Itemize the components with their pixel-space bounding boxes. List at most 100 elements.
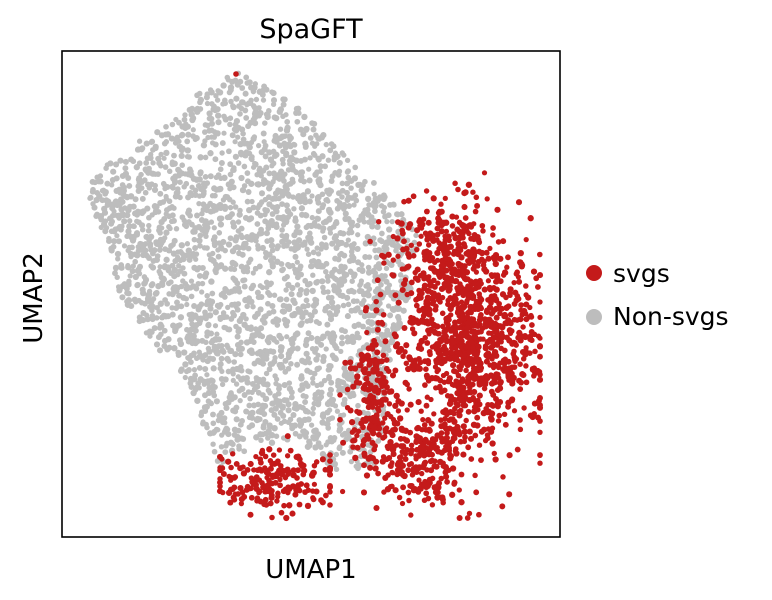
- point-svgs: [462, 276, 469, 283]
- point-svgs: [278, 509, 285, 516]
- point-non-svgs: [374, 286, 381, 292]
- point-non-svgs: [254, 289, 261, 296]
- point-svgs: [535, 284, 541, 290]
- point-svgs: [387, 462, 394, 469]
- point-svgs: [448, 328, 454, 334]
- point-non-svgs: [388, 292, 395, 299]
- point-svgs: [418, 486, 424, 492]
- point-non-svgs: [335, 284, 341, 291]
- point-non-svgs: [218, 175, 224, 182]
- point-non-svgs: [288, 336, 295, 344]
- point-svgs: [460, 223, 467, 230]
- point-non-svgs: [158, 274, 165, 281]
- point-non-svgs: [268, 439, 276, 446]
- point-svgs: [365, 455, 372, 462]
- point-non-svgs: [113, 187, 120, 194]
- point-non-svgs: [232, 204, 239, 210]
- point-svgs: [399, 448, 406, 455]
- point-non-svgs: [276, 296, 283, 303]
- point-non-svgs: [379, 230, 385, 237]
- point-non-svgs: [294, 118, 301, 125]
- point-non-svgs: [156, 224, 163, 231]
- point-non-svgs: [196, 303, 203, 311]
- point-svgs: [476, 401, 483, 408]
- point-svgs: [281, 502, 287, 509]
- point-svgs: [337, 416, 343, 423]
- point-non-svgs: [222, 420, 228, 426]
- point-non-svgs: [304, 246, 310, 252]
- point-non-svgs: [362, 178, 368, 185]
- point-non-svgs: [254, 210, 261, 216]
- point-non-svgs: [283, 127, 290, 133]
- point-non-svgs: [136, 138, 143, 144]
- point-non-svgs: [382, 273, 388, 279]
- point-non-svgs: [196, 200, 202, 207]
- point-svgs: [254, 495, 261, 501]
- point-non-svgs: [242, 107, 249, 114]
- point-non-svgs: [175, 186, 181, 192]
- point-svgs: [440, 241, 447, 247]
- point-non-svgs: [228, 182, 234, 189]
- point-svgs: [365, 345, 372, 352]
- point-non-svgs: [158, 163, 164, 169]
- point-svgs: [408, 461, 415, 467]
- point-non-svgs: [266, 220, 272, 226]
- point-svgs: [226, 473, 232, 480]
- point-svgs: [512, 289, 519, 296]
- point-svgs: [297, 460, 305, 468]
- point-svgs: [342, 359, 349, 366]
- point-svgs: [452, 235, 459, 242]
- point-non-svgs: [310, 375, 316, 382]
- point-non-svgs: [143, 234, 149, 240]
- point-non-svgs: [365, 211, 372, 218]
- point-non-svgs: [265, 435, 271, 441]
- point-svgs: [379, 458, 386, 465]
- point-svgs: [367, 238, 373, 245]
- point-non-svgs: [227, 204, 234, 211]
- point-non-svgs: [358, 300, 366, 307]
- point-svgs: [363, 305, 370, 311]
- point-non-svgs: [264, 381, 271, 388]
- point-svgs: [388, 413, 394, 420]
- point-non-svgs: [271, 411, 278, 418]
- point-svgs: [464, 515, 471, 521]
- point-svgs: [464, 380, 472, 387]
- point-non-svgs: [303, 125, 310, 133]
- point-svgs: [429, 502, 436, 508]
- point-svgs: [473, 269, 479, 275]
- point-svgs: [432, 269, 438, 275]
- point-svgs: [414, 246, 420, 253]
- point-non-svgs: [179, 250, 185, 257]
- point-non-svgs: [309, 287, 316, 295]
- point-svgs: [277, 476, 283, 483]
- point-svgs: [474, 422, 481, 429]
- point-non-svgs: [194, 355, 200, 361]
- point-non-svgs: [291, 232, 298, 239]
- point-svgs: [407, 450, 414, 457]
- point-svgs: [504, 264, 510, 270]
- point-svgs: [520, 324, 526, 330]
- point-non-svgs: [364, 410, 371, 417]
- point-non-svgs: [118, 264, 125, 271]
- point-svgs: [497, 310, 503, 317]
- point-non-svgs: [239, 126, 246, 133]
- point-non-svgs: [203, 378, 210, 385]
- point-svgs: [262, 453, 269, 460]
- point-non-svgs: [320, 357, 327, 364]
- point-non-svgs: [150, 296, 157, 302]
- point-svgs: [505, 373, 512, 380]
- point-non-svgs: [241, 392, 248, 398]
- point-non-svgs: [310, 380, 316, 386]
- point-non-svgs: [208, 400, 214, 406]
- point-svgs: [396, 494, 403, 501]
- point-svgs: [241, 493, 248, 500]
- point-non-svgs: [122, 193, 128, 200]
- point-svgs: [423, 366, 429, 373]
- point-non-svgs: [280, 113, 286, 120]
- point-svgs: [414, 424, 422, 432]
- point-non-svgs: [259, 284, 266, 291]
- point-non-svgs: [183, 121, 189, 127]
- point-svgs: [488, 311, 495, 317]
- point-svgs: [488, 372, 495, 379]
- point-svgs: [497, 360, 503, 366]
